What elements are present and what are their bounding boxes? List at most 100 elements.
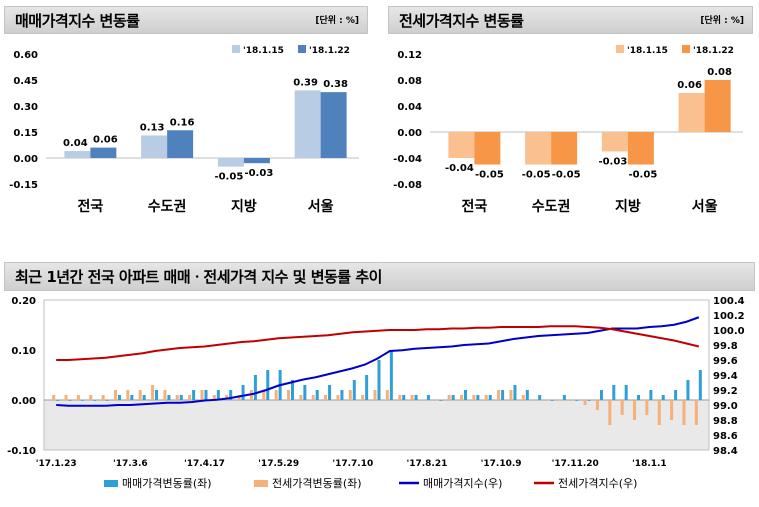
- sale-change-bar: [525, 390, 529, 400]
- sale-change-bar: [426, 395, 430, 400]
- jeonse-change-bar: [286, 390, 290, 400]
- sale-value-label: 0.39: [293, 77, 318, 88]
- sale-bar: [167, 130, 194, 158]
- jeonse-change-bar: [521, 395, 525, 400]
- jeonse-change-bar: [620, 400, 624, 415]
- jeonse-change-bar: [76, 395, 80, 400]
- trend-right-ytick-label: 99.0: [713, 401, 738, 412]
- sale-change-bar: [229, 390, 233, 400]
- sale-change-bar: [266, 370, 270, 400]
- jeonse-change-bar: [460, 395, 464, 400]
- jeonse-value-label: -0.04: [445, 163, 474, 174]
- jeonse-legend-label: '18.1.15: [627, 46, 668, 56]
- sale-change-bar: [501, 390, 505, 400]
- jeonse-change-bar: [175, 395, 179, 400]
- jeonse-change-bar: [385, 390, 389, 400]
- sale-change-bar: [328, 385, 332, 400]
- jeonse-change-bar: [398, 395, 402, 400]
- jeonse-change-bar: [558, 400, 562, 401]
- sale-bar: [217, 158, 244, 167]
- jeonse-change-bar: [497, 390, 501, 400]
- sale-legend-label: '18.1.22: [309, 46, 350, 56]
- sale-change-bar: [402, 395, 406, 400]
- sale-change-bar: [637, 395, 641, 400]
- jeonse-change-bar: [546, 400, 550, 401]
- sale-bar: [294, 90, 321, 158]
- sale-panel-title: 매매가격지수 변동률: [15, 11, 140, 30]
- sale-bar: [64, 151, 91, 158]
- jeonse-change-bar: [89, 395, 93, 400]
- sale-change-bar: [253, 375, 257, 400]
- trend-legend-label: 전세가격변동률(좌): [272, 477, 362, 490]
- sale-category-label: 서울: [308, 198, 334, 215]
- jeonse-bar: [474, 132, 501, 165]
- trend-combo-chart: 0.20 0.10 0.00 -0.10 100.4 100.2 100.0 99.8 99.6…: [7, 296, 745, 490]
- jeonse-change-bar: [694, 400, 698, 425]
- trend-right-ytick-label: 98.6: [713, 431, 738, 442]
- jeonse-change-bar: [509, 390, 513, 400]
- sale-change-bar: [68, 400, 72, 401]
- sale-change-bar: [562, 395, 566, 400]
- jeonse-category-label: 전국: [461, 198, 487, 215]
- sale-change-bar: [661, 395, 665, 400]
- trend-right-ytick-label: 99.8: [713, 341, 738, 352]
- sale-change-bar: [117, 395, 121, 400]
- trend-right-ytick-label: 100.4: [713, 296, 745, 307]
- sale-change-bar-chart: 0.60 0.45 0.30 0.15 0.00 -0.15 0.04 0.06 전국 0.13 0…: [9, 45, 359, 215]
- trend-xtick-label: '17.3.6: [113, 459, 148, 469]
- sale-ytick-label: 0.00: [13, 154, 38, 165]
- jeonse-change-bar: [324, 395, 328, 400]
- jeonse-change-bar: [422, 400, 426, 401]
- sale-panel-unit: [단위 : %]: [315, 16, 359, 26]
- sale-value-label: 0.04: [63, 138, 88, 149]
- jeonse-change-bar: [633, 400, 637, 420]
- jeonse-change-bar: [151, 385, 155, 400]
- sale-bar: [90, 147, 117, 158]
- trend-right-ytick-label: 99.2: [713, 386, 738, 397]
- sale-value-label: 0.16: [170, 117, 195, 128]
- jeonse-bar: [627, 132, 654, 165]
- trend-xtick-label: '17.7.10: [332, 459, 373, 469]
- jeonse-bar: [601, 132, 628, 152]
- trend-right-ytick-label: 100.0: [713, 326, 745, 337]
- trend-panel-header: 최근 1년간 전국 아파트 매매ㆍ전세가격 지수 및 변동률 추이: [4, 262, 755, 291]
- jeonse-change-bar: [274, 390, 278, 400]
- sale-change-bar: [340, 390, 344, 400]
- sale-ytick-label: -0.15: [9, 180, 38, 191]
- sale-change-bar: [550, 400, 554, 401]
- jeonse-change-bar: [188, 395, 192, 400]
- jeonse-change-bar: [410, 395, 414, 400]
- sale-ytick-label: 0.60: [13, 50, 38, 61]
- sale-change-bar: [488, 395, 492, 400]
- trend-legend-label: 매매가격지수(우): [423, 477, 502, 490]
- jeonse-ytick-label: 0.00: [397, 128, 422, 139]
- jeonse-price-change-panel: 전세가격지수 변동률 [단위 : %] 0.12 0.08 0.04 0.00 -0.0…: [388, 6, 753, 228]
- jeonse-change-bar: [101, 395, 105, 400]
- jeonse-value-label: -0.05: [628, 170, 657, 181]
- sale-change-bar: [155, 390, 159, 400]
- sale-change-bar: [241, 385, 245, 400]
- trend-xtick-label: '18.1.1: [632, 459, 667, 469]
- trend-panel: 최근 1년간 전국 아파트 매매ㆍ전세가격 지수 및 변동률 추이 0.20 0.…: [4, 262, 755, 504]
- trend-xtick-label: '17.5.29: [258, 459, 299, 469]
- jeonse-bar: [678, 93, 705, 132]
- jeonse-change-bar: [670, 400, 674, 420]
- trend-legend-label: 매매가격변동률(좌): [122, 477, 212, 490]
- jeonse-category-label: 서울: [692, 198, 718, 215]
- sale-change-bar: [698, 370, 702, 400]
- jeonse-value-label: -0.03: [598, 157, 627, 168]
- jeonse-bar: [448, 132, 475, 158]
- jeonse-change-bar: [447, 395, 451, 400]
- jeonse-value-label: -0.05: [552, 170, 581, 181]
- trend-legend-label: 전세가격지수(우): [558, 477, 637, 490]
- jeonse-ytick-label: 0.04: [397, 102, 422, 113]
- jeonse-change-bar: [435, 400, 439, 401]
- sale-change-bar: [56, 400, 60, 401]
- sale-value-label: 0.13: [140, 122, 165, 133]
- jeonse-ytick-label: 0.08: [397, 76, 422, 87]
- jeonse-change-bar-chart: 0.120.080.040.00-0.04-0.08-0.04-0.05전국-0…: [393, 45, 743, 215]
- sale-legend-swatch: [232, 45, 240, 53]
- jeonse-change-bar: [682, 400, 686, 425]
- jeonse-change-bar: [138, 390, 142, 400]
- jeonse-panel-unit: [단위 : %]: [700, 16, 744, 26]
